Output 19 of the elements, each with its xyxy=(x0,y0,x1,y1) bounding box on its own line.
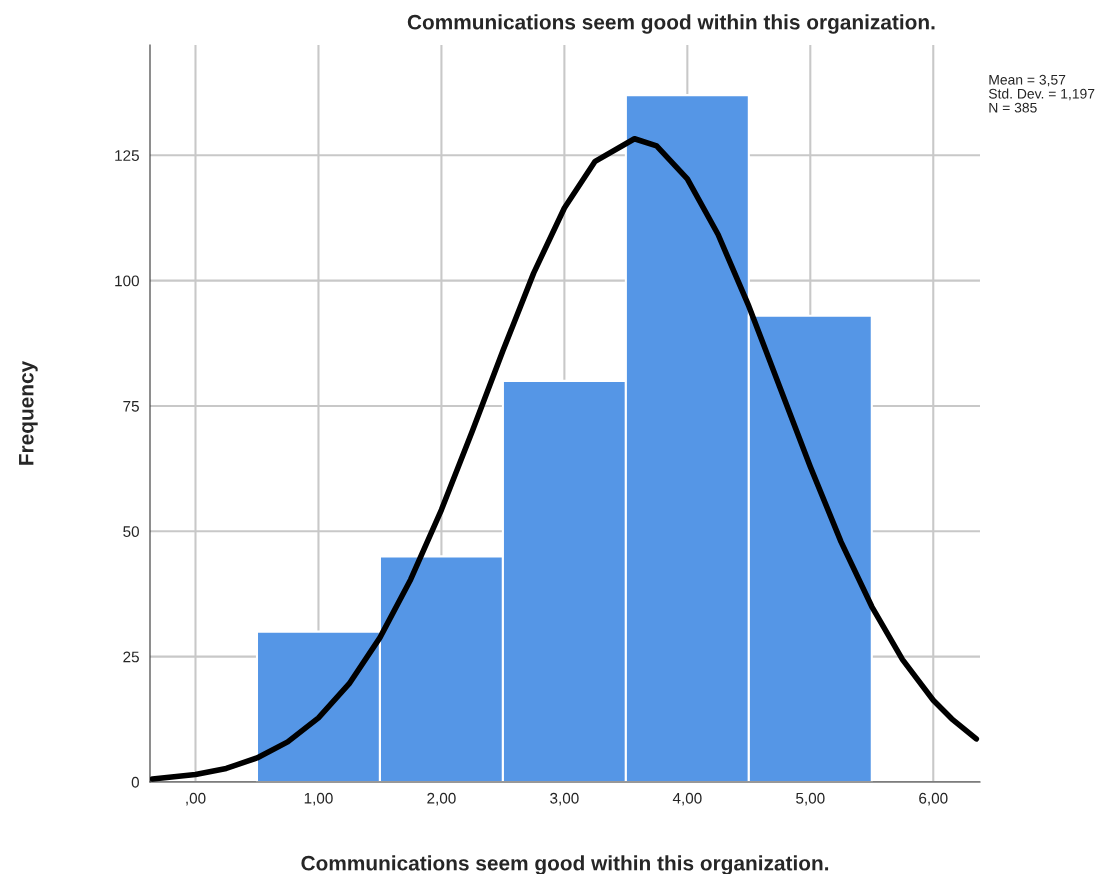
x-tick-label: 4,00 xyxy=(672,792,702,806)
y-tick-label: 125 xyxy=(115,150,139,161)
x-tick-label: ,00 xyxy=(186,792,206,806)
text: N = 385 xyxy=(989,102,1037,113)
y-axis-title: Frequency xyxy=(19,360,38,465)
x-tick-label: 2,00 xyxy=(427,792,456,806)
x-axis-title: Communications seem good within this organization. xyxy=(301,855,829,874)
x-tick-label: 6,00 xyxy=(919,792,948,806)
x-tick-label: 5,00 xyxy=(796,792,825,806)
y-tick-label: 100 xyxy=(115,275,139,287)
text: Mean = 3,57 xyxy=(989,74,1066,87)
y-tick-label: 25 xyxy=(123,651,139,663)
y-tick-label: 50 xyxy=(123,526,139,538)
y-tick-label: 75 xyxy=(123,401,139,412)
text: Std. Dev. = 1,197 xyxy=(988,88,1095,101)
y-tick-label: 0 xyxy=(131,776,139,788)
chart-title: Communications seem good within this organization. xyxy=(407,14,935,34)
x-tick-label: 3,00 xyxy=(550,792,579,806)
x-tick-label: 1,00 xyxy=(304,792,333,806)
